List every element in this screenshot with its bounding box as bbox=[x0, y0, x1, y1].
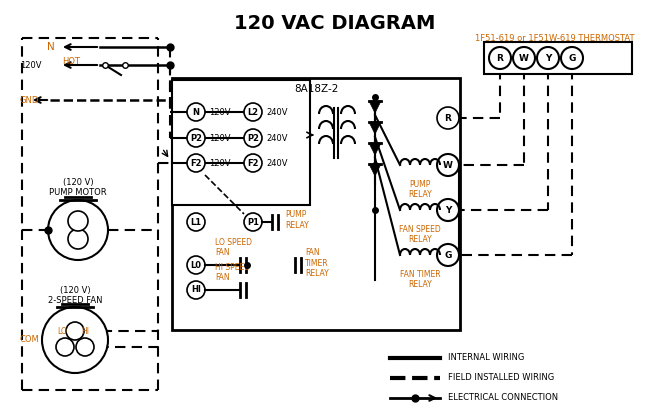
Text: F2: F2 bbox=[190, 158, 202, 168]
Text: PUMP
RELAY: PUMP RELAY bbox=[408, 180, 432, 199]
Circle shape bbox=[48, 200, 108, 260]
Text: 2-SPEED FAN: 2-SPEED FAN bbox=[48, 296, 103, 305]
Circle shape bbox=[187, 213, 205, 231]
Text: HI SPEED
FAN: HI SPEED FAN bbox=[215, 263, 250, 282]
Text: FAN TIMER
RELAY: FAN TIMER RELAY bbox=[400, 270, 440, 290]
Bar bbox=[172, 80, 310, 205]
Text: W: W bbox=[443, 160, 453, 170]
Text: 120V: 120V bbox=[209, 158, 230, 168]
Polygon shape bbox=[369, 122, 381, 134]
Circle shape bbox=[537, 47, 559, 69]
Circle shape bbox=[437, 107, 459, 129]
Circle shape bbox=[513, 47, 535, 69]
Circle shape bbox=[187, 103, 205, 121]
Text: G: G bbox=[568, 54, 576, 62]
Circle shape bbox=[76, 338, 94, 356]
Text: FIELD INSTALLED WIRING: FIELD INSTALLED WIRING bbox=[448, 373, 554, 383]
Circle shape bbox=[437, 154, 459, 176]
Text: HOT: HOT bbox=[62, 57, 80, 66]
Circle shape bbox=[437, 199, 459, 221]
Text: P1: P1 bbox=[247, 217, 259, 227]
Text: 240V: 240V bbox=[266, 158, 287, 168]
Circle shape bbox=[244, 154, 262, 172]
Text: 8A18Z-2: 8A18Z-2 bbox=[294, 84, 338, 94]
Text: ELECTRICAL CONNECTION: ELECTRICAL CONNECTION bbox=[448, 393, 558, 403]
Polygon shape bbox=[369, 143, 381, 155]
Text: INTERNAL WIRING: INTERNAL WIRING bbox=[448, 354, 525, 362]
Circle shape bbox=[187, 154, 205, 172]
Text: GND: GND bbox=[20, 96, 40, 104]
Text: COM: COM bbox=[19, 336, 39, 344]
Bar bbox=[172, 78, 460, 330]
Text: W: W bbox=[519, 54, 529, 62]
Text: LO SPEED
FAN: LO SPEED FAN bbox=[215, 238, 252, 257]
Circle shape bbox=[187, 129, 205, 147]
Text: 240V: 240V bbox=[266, 134, 287, 142]
Text: Y: Y bbox=[545, 54, 551, 62]
Circle shape bbox=[561, 47, 583, 69]
Text: 1F51-619 or 1F51W-619 THERMOSTAT: 1F51-619 or 1F51W-619 THERMOSTAT bbox=[475, 34, 634, 43]
Text: PUMP MOTOR: PUMP MOTOR bbox=[49, 188, 107, 197]
Circle shape bbox=[244, 103, 262, 121]
Text: R: R bbox=[445, 114, 452, 122]
Circle shape bbox=[187, 281, 205, 299]
Text: PUMP
RELAY: PUMP RELAY bbox=[285, 210, 309, 230]
Text: 120 VAC DIAGRAM: 120 VAC DIAGRAM bbox=[234, 14, 436, 33]
Text: 120V: 120V bbox=[209, 134, 230, 142]
Text: (120 V): (120 V) bbox=[63, 178, 93, 187]
Text: R: R bbox=[496, 54, 503, 62]
Circle shape bbox=[56, 338, 74, 356]
Text: P2: P2 bbox=[247, 134, 259, 142]
Text: HI: HI bbox=[81, 326, 89, 336]
Circle shape bbox=[489, 47, 511, 69]
Text: L1: L1 bbox=[190, 217, 202, 227]
Text: N: N bbox=[48, 42, 55, 52]
Polygon shape bbox=[369, 164, 381, 176]
Circle shape bbox=[244, 213, 262, 231]
Circle shape bbox=[437, 244, 459, 266]
Circle shape bbox=[66, 322, 84, 340]
Circle shape bbox=[244, 129, 262, 147]
Text: 240V: 240V bbox=[266, 108, 287, 116]
Text: FAN
TIMER
RELAY: FAN TIMER RELAY bbox=[305, 248, 329, 278]
Text: F2: F2 bbox=[247, 158, 259, 168]
Polygon shape bbox=[369, 101, 381, 113]
Text: L0: L0 bbox=[190, 261, 202, 269]
Text: G: G bbox=[444, 251, 452, 259]
Text: 120V: 120V bbox=[209, 108, 230, 116]
Circle shape bbox=[68, 211, 88, 231]
Text: Y: Y bbox=[445, 205, 451, 215]
Text: (120 V): (120 V) bbox=[60, 286, 90, 295]
Text: P2: P2 bbox=[190, 134, 202, 142]
Circle shape bbox=[68, 229, 88, 249]
Circle shape bbox=[42, 307, 108, 373]
Text: N: N bbox=[192, 108, 200, 116]
Bar bbox=[484, 42, 632, 74]
Text: FAN SPEED
RELAY: FAN SPEED RELAY bbox=[399, 225, 441, 244]
Text: HI: HI bbox=[191, 285, 201, 295]
Text: L2: L2 bbox=[247, 108, 259, 116]
Circle shape bbox=[187, 256, 205, 274]
Text: LO: LO bbox=[57, 326, 67, 336]
Text: 120V: 120V bbox=[20, 60, 42, 70]
